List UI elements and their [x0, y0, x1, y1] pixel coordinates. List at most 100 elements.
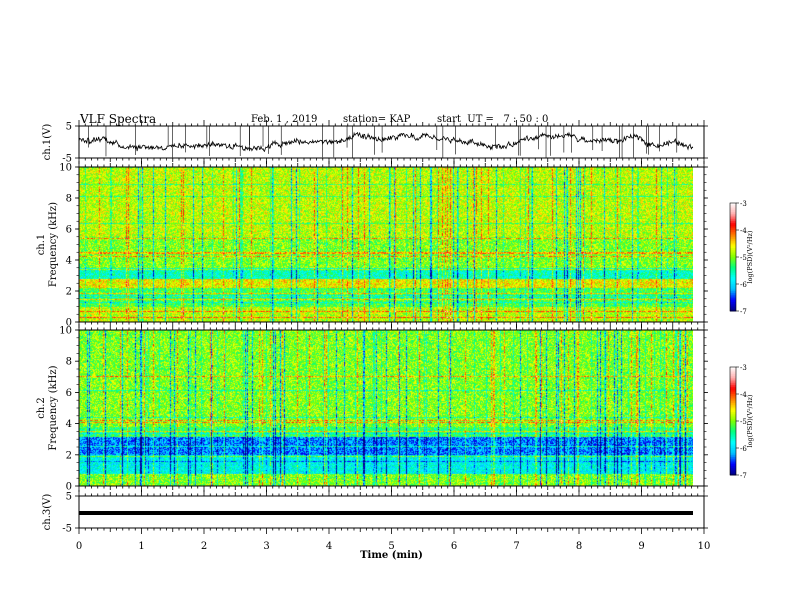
- colorbar-swatch: [730, 455, 736, 458]
- y-axis-label: ch.1(V): [42, 124, 53, 161]
- colorbar-swatch: [730, 404, 736, 408]
- y-tick-label: 5: [66, 122, 72, 133]
- colorbar-swatch: [730, 451, 736, 454]
- colorbar-swatch: [730, 302, 736, 305]
- colorbar-swatch: [730, 203, 736, 206]
- x-tick-label: 2: [201, 541, 207, 552]
- colorbar-swatch: [730, 262, 736, 265]
- colorbar-swatch: [730, 282, 736, 285]
- colorbar-swatch: [730, 267, 736, 271]
- colorbar-swatch: [730, 381, 736, 384]
- colorbar-tick-label: -7: [740, 472, 747, 480]
- colorbar-swatch: [730, 284, 736, 287]
- colorbar-swatch: [730, 264, 736, 267]
- y-axis-label: ch.2: [36, 397, 47, 419]
- colorbar-swatch: [730, 215, 736, 218]
- colorbar-swatch: [730, 224, 736, 227]
- colorbar-swatch: [730, 228, 736, 231]
- station-label: station= KAP: [343, 114, 411, 125]
- colorbar-swatch: [730, 368, 736, 372]
- colorbar-swatch: [730, 386, 736, 390]
- colorbar-swatch: [730, 413, 736, 417]
- colorbar-swatch: [730, 383, 736, 386]
- colorbar-swatch: [730, 422, 736, 426]
- colorbar-swatch: [730, 240, 736, 244]
- colorbar-swatch: [730, 467, 736, 471]
- colorbar-swatch: [730, 285, 736, 289]
- y-tick-label: 8: [66, 194, 72, 205]
- colorbar-swatch: [730, 377, 736, 381]
- colorbar-swatch: [730, 296, 736, 299]
- colorbar-swatch: [730, 208, 736, 211]
- colorbar-swatch: [730, 415, 736, 418]
- x-tick-label: 3: [263, 541, 269, 552]
- colorbar-tick-label: -4: [740, 391, 747, 399]
- colorbar-swatch: [730, 448, 736, 451]
- colorbar-swatch: [730, 408, 736, 411]
- colorbar-swatch: [730, 399, 736, 402]
- colorbar-swatch: [730, 242, 736, 245]
- y-tick-label: 5: [66, 492, 72, 503]
- colorbar-swatch: [730, 428, 736, 431]
- colorbar-swatch: [730, 244, 736, 247]
- y-tick-label: 2: [66, 287, 72, 298]
- ch1-spectrogram-image: [79, 167, 693, 322]
- y-tick-label: 10: [59, 163, 72, 174]
- colorbar-swatch: [730, 212, 736, 215]
- y-axis-label: Frequency (kHz): [48, 202, 59, 287]
- colorbar-swatch: [730, 372, 736, 375]
- colorbar-swatch: [730, 246, 736, 249]
- y-tick-label: -5: [62, 154, 72, 165]
- colorbar-tick-label: -5: [740, 418, 747, 426]
- y-axis-label: ch.3(V): [42, 494, 53, 531]
- colorbar-swatch: [730, 437, 736, 440]
- colorbar-swatch: [730, 431, 736, 435]
- colorbar-swatch: [730, 230, 736, 233]
- colorbar-swatch: [730, 258, 736, 262]
- colorbar-tick-label: -7: [740, 308, 747, 316]
- colorbar-swatch: [730, 444, 736, 447]
- colorbar-swatch: [730, 210, 736, 213]
- colorbar-swatch: [730, 276, 736, 280]
- x-tick-label: 8: [576, 541, 582, 552]
- colorbar-swatch: [730, 388, 736, 391]
- colorbar-swatch: [730, 367, 736, 370]
- colorbar-swatch: [730, 287, 736, 290]
- colorbar-swatch: [730, 424, 736, 427]
- colorbar-swatch: [730, 305, 736, 308]
- colorbar-swatch: [730, 376, 736, 379]
- colorbar-label: log(PSD)(V²/Hz): [746, 394, 754, 447]
- colorbar-swatch: [730, 406, 736, 409]
- colorbar-swatch: [730, 457, 736, 460]
- colorbar-swatch: [730, 392, 736, 395]
- colorbar-swatch: [730, 249, 736, 253]
- colorbar-swatch: [730, 446, 736, 449]
- colorbar-swatch: [730, 471, 736, 474]
- y-tick-label: 0: [66, 482, 72, 493]
- colorbar-swatch: [730, 307, 736, 310]
- y-tick-label: 4: [66, 256, 72, 267]
- colorbar-swatch: [730, 449, 736, 453]
- y-axis-label: Frequency (kHz): [48, 365, 59, 450]
- colorbar-swatch: [730, 233, 736, 236]
- colorbar-swatch: [730, 421, 736, 424]
- colorbar-swatch: [730, 464, 736, 467]
- colorbar-tick-label: -6: [740, 281, 747, 289]
- colorbar-swatch: [730, 213, 736, 217]
- colorbar-swatch: [730, 222, 736, 226]
- colorbar-swatch: [730, 397, 736, 400]
- colorbar-tick-label: -5: [740, 254, 747, 262]
- colorbar-swatch: [730, 257, 736, 260]
- colorbar-swatch: [730, 473, 736, 476]
- colorbar-swatch: [730, 237, 736, 240]
- colorbar-swatch: [730, 466, 736, 469]
- colorbar-swatch: [730, 390, 736, 393]
- colorbar-swatch: [730, 440, 736, 444]
- colorbar-swatch: [730, 462, 736, 465]
- colorbar-swatch: [730, 273, 736, 276]
- colorbar-swatch: [730, 226, 736, 229]
- colorbar-swatch: [730, 370, 736, 373]
- colorbar-swatch: [730, 239, 736, 242]
- colorbar-swatch: [730, 271, 736, 274]
